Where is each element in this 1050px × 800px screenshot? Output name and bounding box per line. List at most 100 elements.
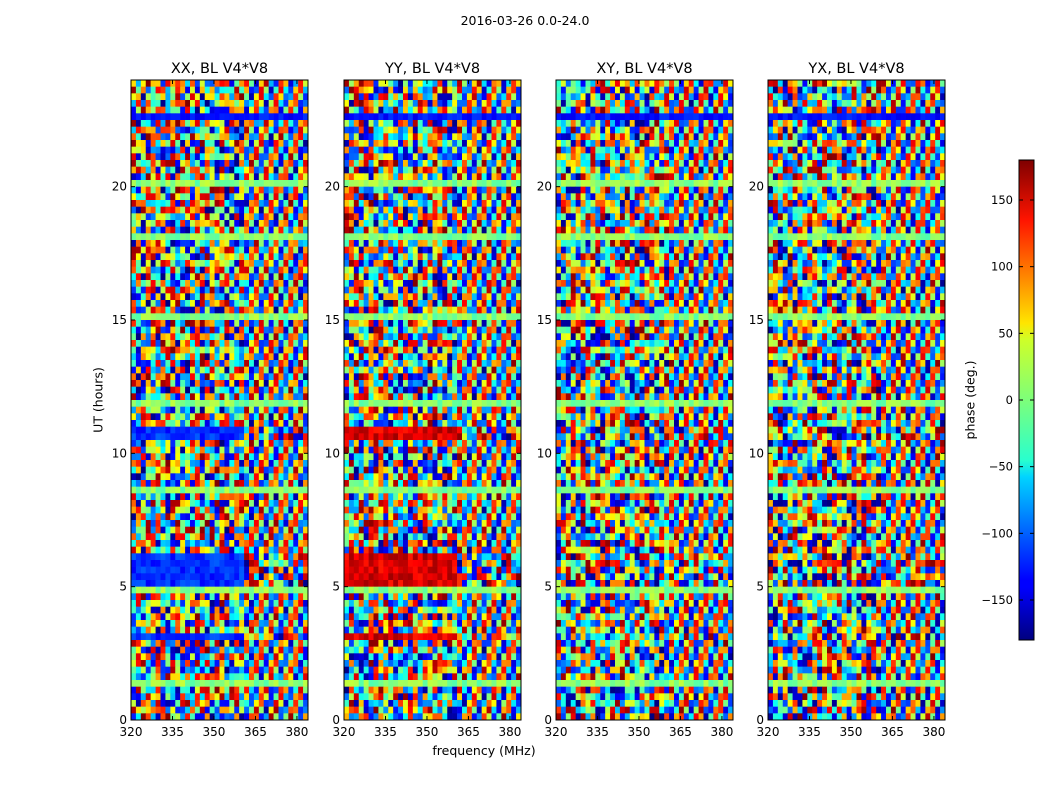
heatmap-cell bbox=[268, 626, 274, 634]
heatmap-cell bbox=[160, 493, 166, 501]
heatmap-cell bbox=[204, 480, 210, 487]
heatmap-cell bbox=[298, 346, 304, 354]
heatmap-cell bbox=[303, 366, 309, 374]
heatmap-cell bbox=[398, 253, 404, 261]
heatmap-cell bbox=[437, 113, 443, 121]
heatmap-cell bbox=[268, 346, 274, 354]
heatmap-cell bbox=[383, 86, 389, 94]
heatmap-cell bbox=[288, 620, 294, 627]
heatmap-cell bbox=[398, 193, 404, 201]
heatmap-cell bbox=[165, 480, 171, 487]
heatmap-cell bbox=[239, 160, 245, 167]
heatmap-cell bbox=[199, 353, 206, 361]
heatmap-cell bbox=[165, 246, 171, 254]
heatmap-cell bbox=[180, 306, 186, 314]
heatmap-cell bbox=[140, 540, 147, 547]
heatmap-cell bbox=[283, 533, 289, 541]
heatmap-cell bbox=[491, 213, 497, 221]
heatmap-cell bbox=[214, 566, 220, 574]
heatmap-cell bbox=[253, 666, 260, 674]
heatmap-cell bbox=[160, 100, 166, 107]
heatmap-cell bbox=[229, 446, 235, 454]
heatmap-cell bbox=[466, 100, 473, 107]
heatmap-cell bbox=[199, 393, 206, 401]
heatmap-cell bbox=[358, 306, 364, 314]
heatmap-cell bbox=[452, 186, 458, 194]
heatmap-cell bbox=[224, 286, 230, 294]
heatmap-cell bbox=[263, 93, 269, 101]
heatmap-cell bbox=[135, 393, 142, 401]
heatmap-cell bbox=[373, 300, 379, 307]
heatmap-cell bbox=[427, 240, 433, 247]
heatmap-cell bbox=[258, 653, 265, 661]
heatmap-cell bbox=[194, 113, 201, 121]
heatmap-cell bbox=[462, 226, 468, 234]
heatmap-cell bbox=[155, 693, 161, 701]
heatmap-cell bbox=[140, 526, 147, 534]
heatmap-cell bbox=[466, 126, 473, 134]
heatmap-cell bbox=[170, 340, 176, 347]
heatmap-cell bbox=[199, 586, 206, 594]
heatmap-cell bbox=[293, 113, 299, 121]
heatmap-cell bbox=[145, 133, 151, 141]
heatmap-cell bbox=[135, 466, 142, 474]
heatmap-cell bbox=[476, 273, 482, 281]
heatmap-cell bbox=[422, 153, 428, 161]
heatmap-cell bbox=[293, 666, 299, 674]
heatmap-cell bbox=[417, 213, 423, 221]
heatmap-cell bbox=[462, 320, 468, 327]
heatmap-cell bbox=[185, 440, 191, 447]
heatmap-cell bbox=[190, 80, 196, 87]
heatmap-cell bbox=[155, 493, 161, 501]
heatmap-cell bbox=[135, 240, 142, 247]
heatmap-cell bbox=[150, 453, 156, 461]
heatmap-cell bbox=[239, 373, 245, 381]
heatmap-cell bbox=[194, 226, 201, 234]
heatmap-cell bbox=[407, 220, 414, 227]
heatmap-cell bbox=[140, 433, 147, 441]
heatmap-cell bbox=[244, 186, 250, 194]
heatmap-cell bbox=[209, 193, 215, 201]
heatmap-cell bbox=[398, 240, 404, 247]
heatmap-cell bbox=[278, 520, 284, 527]
heatmap-cell bbox=[219, 153, 225, 161]
heatmap-cell bbox=[293, 240, 299, 247]
heatmap-cell bbox=[244, 126, 250, 134]
heatmap-cell bbox=[422, 140, 428, 147]
heatmap-cell bbox=[268, 513, 274, 521]
heatmap-cell bbox=[293, 213, 299, 221]
heatmap-cell bbox=[278, 126, 284, 134]
heatmap-cell bbox=[145, 260, 151, 267]
heatmap-cell bbox=[185, 173, 191, 181]
heatmap-cell bbox=[506, 126, 512, 134]
heatmap-cell bbox=[491, 246, 497, 254]
heatmap-cell bbox=[165, 100, 171, 107]
heatmap-cell bbox=[204, 140, 210, 147]
heatmap-cell bbox=[234, 260, 240, 267]
heatmap-cell bbox=[165, 346, 171, 354]
heatmap-cell bbox=[150, 546, 156, 554]
heatmap-cell bbox=[506, 80, 512, 87]
heatmap-cell bbox=[219, 593, 225, 601]
heatmap-cell bbox=[204, 333, 210, 341]
heatmap-cell bbox=[239, 220, 245, 227]
heatmap-cell bbox=[194, 366, 201, 374]
heatmap-cell bbox=[175, 273, 181, 281]
heatmap-cell bbox=[263, 280, 269, 287]
heatmap-cell bbox=[258, 113, 265, 121]
heatmap-cell bbox=[462, 253, 468, 261]
heatmap-cell bbox=[496, 326, 502, 334]
heatmap-cell bbox=[501, 313, 507, 321]
heatmap-cell bbox=[368, 286, 374, 294]
heatmap-cell bbox=[175, 133, 181, 141]
heatmap-cell bbox=[135, 80, 142, 87]
heatmap-cell bbox=[378, 320, 384, 327]
heatmap-cell bbox=[194, 506, 201, 514]
heatmap-cell bbox=[234, 160, 240, 167]
heatmap-cell bbox=[303, 520, 309, 527]
heatmap-cell bbox=[209, 713, 215, 721]
heatmap-cell bbox=[253, 473, 260, 481]
heatmap-cell bbox=[199, 473, 206, 481]
heatmap-cell bbox=[258, 253, 265, 261]
heatmap-cell bbox=[491, 206, 497, 214]
